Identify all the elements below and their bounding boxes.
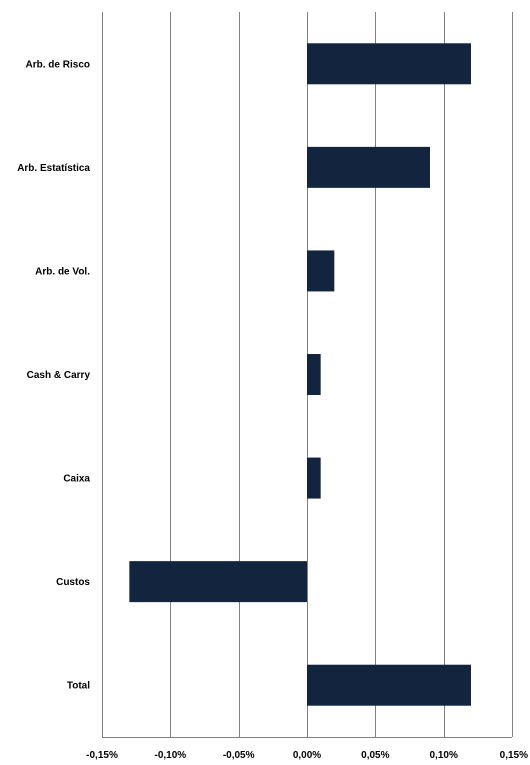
category-label: Total	[67, 681, 90, 692]
x-tick-label: 0,15%	[500, 750, 528, 761]
category-label: Arb. Estatística	[17, 163, 90, 174]
bar	[307, 250, 335, 292]
category-label: Caixa	[63, 474, 90, 485]
bar	[307, 354, 321, 395]
gridlines	[102, 12, 513, 737]
x-tick-labels: -0,15% -0,10% -0,05% 0,00% 0,05% 0,10% 0,15%	[86, 750, 528, 761]
x-tick-label: -0,10%	[154, 750, 186, 761]
x-tick-label: -0,05%	[223, 750, 255, 761]
x-tick-label: 0,00%	[293, 750, 321, 761]
bar	[307, 146, 430, 188]
category-labels: Arb. de Risco Arb. Estatística Arb. de Vol…	[17, 59, 90, 691]
bar	[307, 664, 471, 706]
category-label: Cash & Carry	[27, 370, 91, 381]
x-tick-label: -0,15%	[86, 750, 118, 761]
bars	[129, 43, 471, 706]
category-label: Arb. de Risco	[26, 59, 90, 70]
category-label: Custos	[56, 577, 90, 588]
bar	[129, 561, 307, 603]
x-tick-label: 0,10%	[429, 750, 457, 761]
bar	[307, 457, 321, 499]
category-label: Arb. de Vol.	[35, 266, 90, 277]
bar	[307, 43, 471, 85]
x-tick-label: 0,05%	[361, 750, 389, 761]
